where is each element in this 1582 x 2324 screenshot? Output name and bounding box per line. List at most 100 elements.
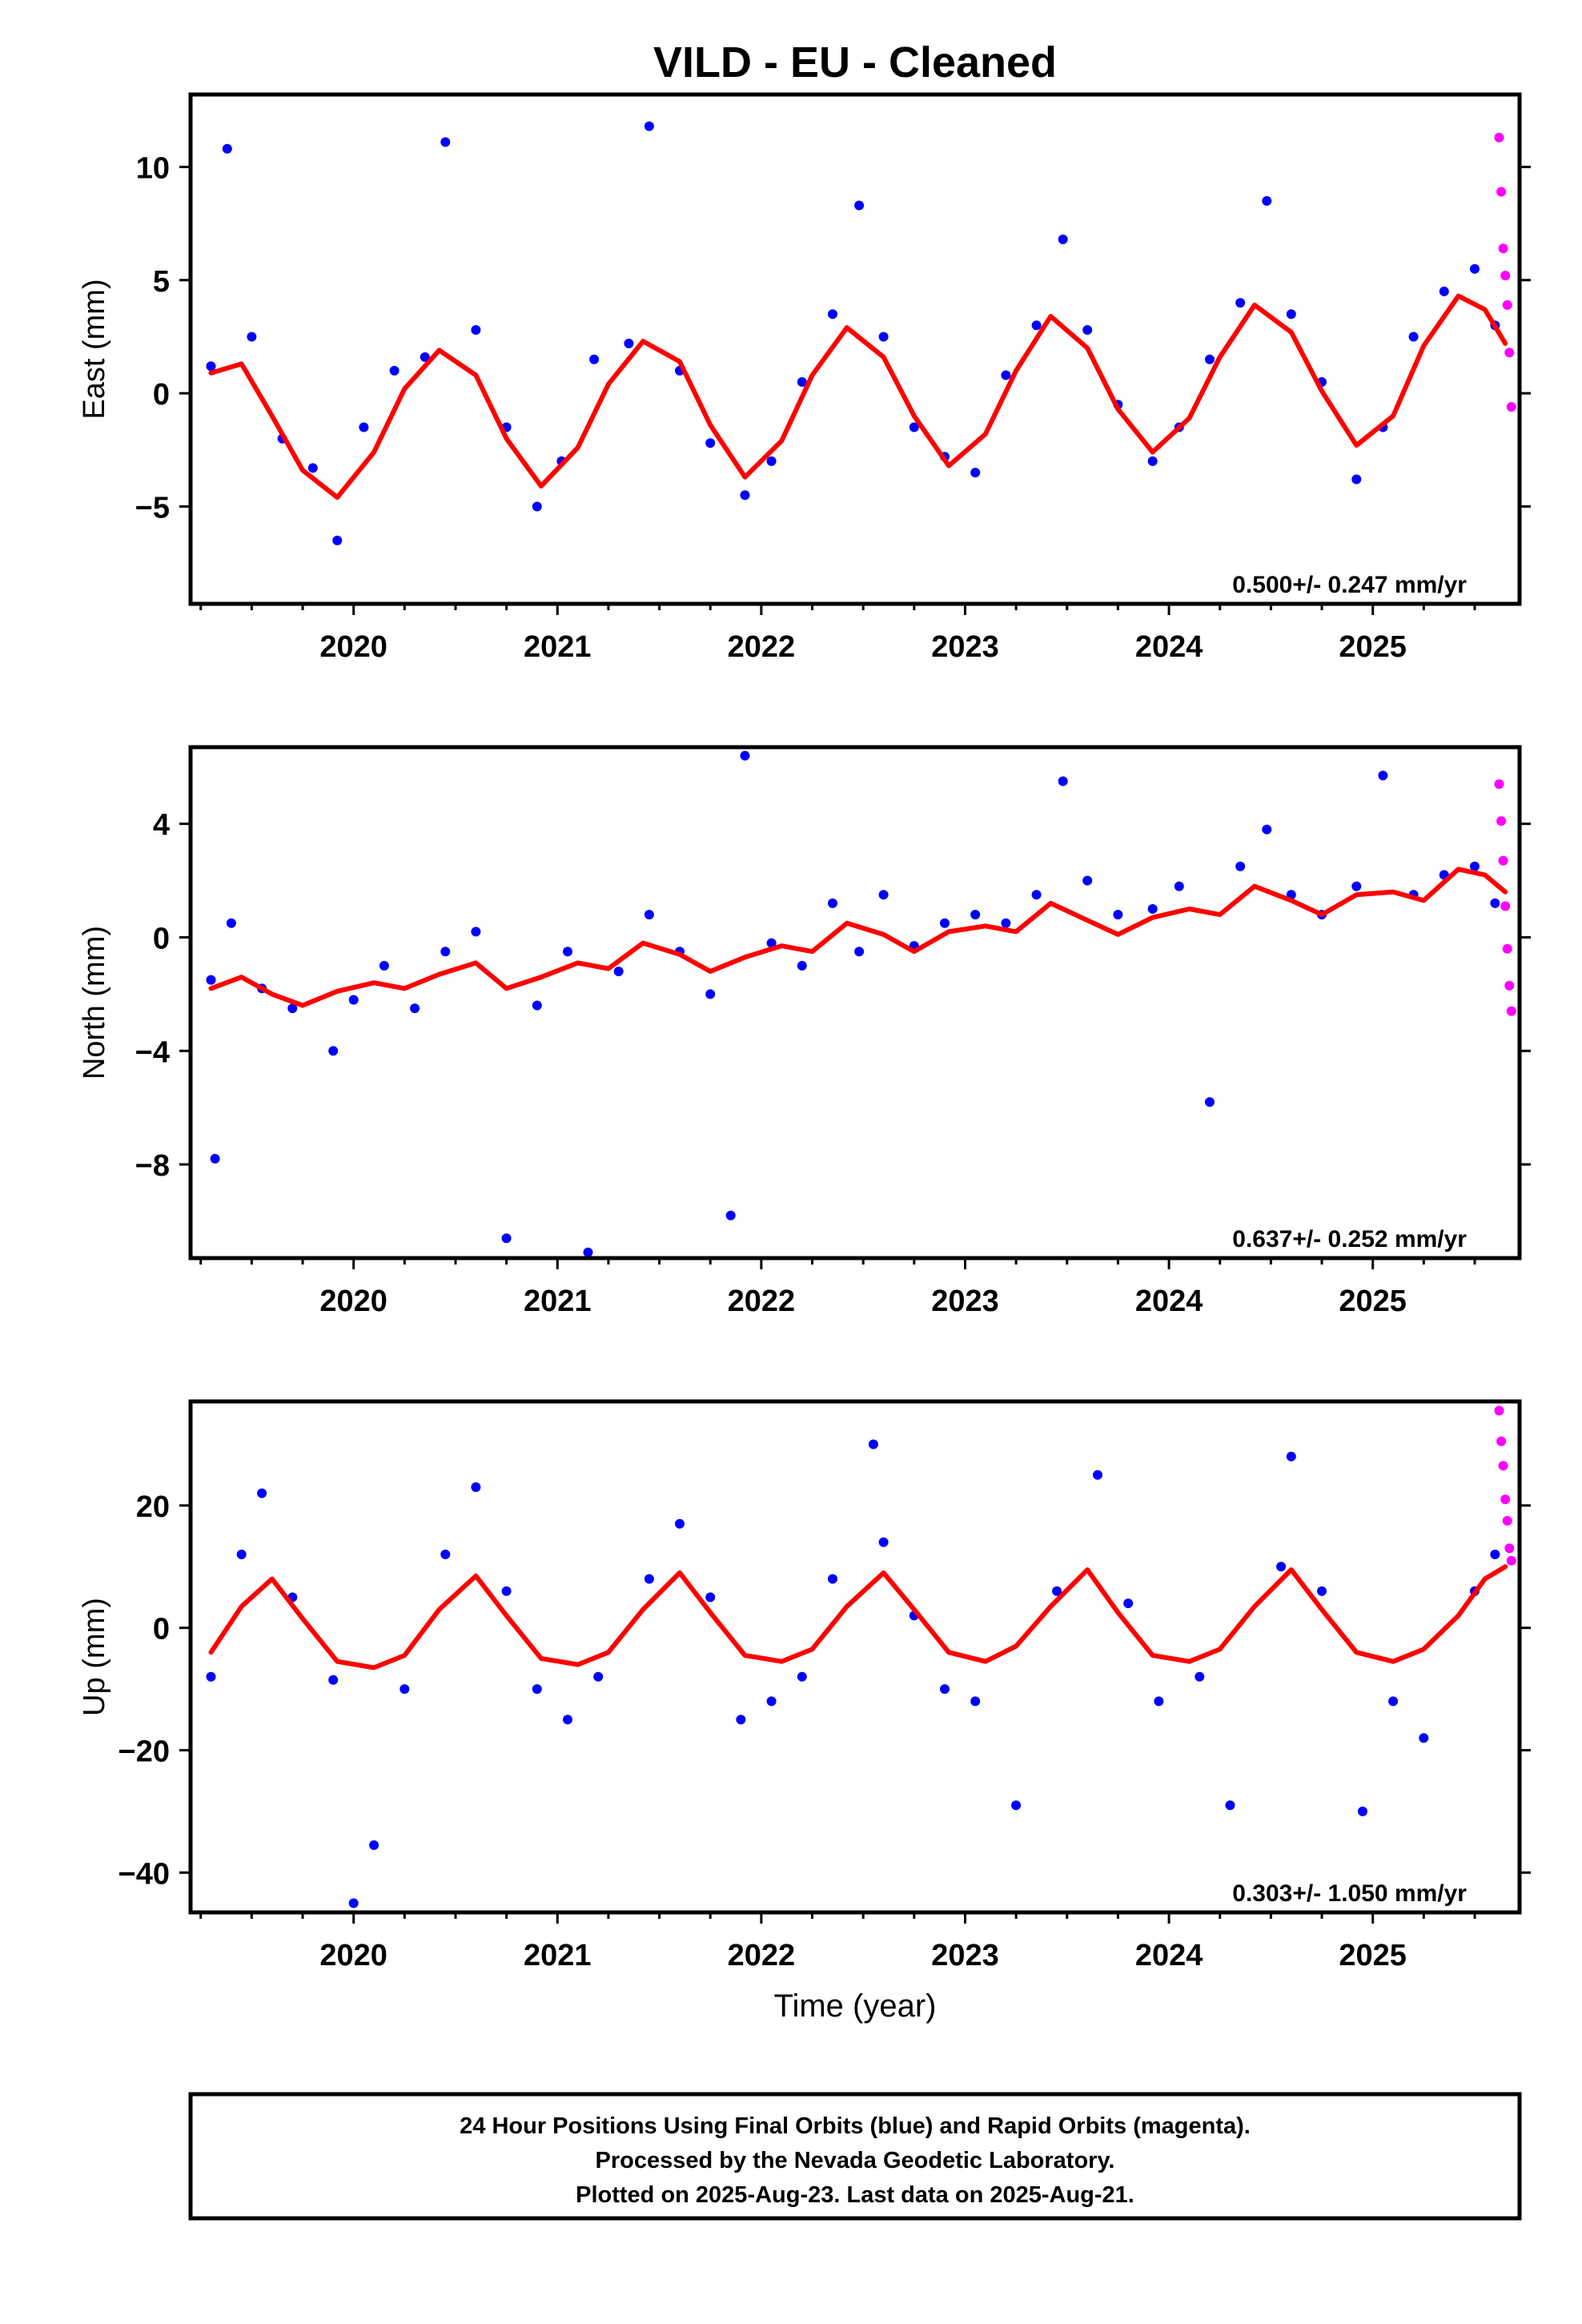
up-rapid-orbit-point xyxy=(1506,1555,1516,1566)
north-model-fit-line xyxy=(208,866,1508,1008)
east-rate-label: 0.500+/- 0.247 mm/yr xyxy=(1232,572,1467,598)
up-final-orbit-point xyxy=(257,1488,267,1498)
footer-frame xyxy=(188,2092,1522,2221)
up-final-orbit-point xyxy=(1123,1598,1134,1609)
east-x-tick-label: 2021 xyxy=(524,630,592,664)
north-x-tick-label: 2023 xyxy=(931,1285,999,1318)
east-final-orbit-point xyxy=(332,535,343,545)
up-final-orbit-point xyxy=(348,1898,359,1908)
up-final-orbit-point xyxy=(501,1586,512,1596)
east-final-orbit-point xyxy=(1262,195,1272,206)
north-final-orbit-point xyxy=(501,1233,512,1244)
up-rapid-orbit-point xyxy=(1494,1405,1504,1416)
east-final-orbit-point xyxy=(222,143,232,154)
north-final-orbit-point xyxy=(1058,776,1068,786)
up-final-orbit-point xyxy=(1317,1586,1327,1596)
east-rapid-orbit-point xyxy=(1494,132,1504,143)
east-final-orbit-point xyxy=(440,137,451,147)
north-x-tick-label: 2020 xyxy=(319,1285,387,1318)
north-final-orbit-point xyxy=(583,1247,593,1257)
east-final-orbit-point xyxy=(307,463,318,473)
north-rapid-orbit-point xyxy=(1506,1006,1516,1016)
east-final-orbit-point xyxy=(797,377,807,387)
up-final-orbit-point xyxy=(1195,1671,1205,1682)
east-final-orbit-point xyxy=(828,309,837,320)
north-panel: −8 −4 0 4 2020 2021 2022 2023 2024 2025 North (mm)… xyxy=(78,745,1531,1318)
up-rapid-orbit-point xyxy=(1504,1543,1515,1554)
up-x-tick-label: 2021 xyxy=(524,1939,592,1972)
north-x-tick-label: 2025 xyxy=(1339,1285,1407,1318)
east-x-tick-label: 2020 xyxy=(319,630,387,664)
up-final-orbit-point xyxy=(675,1518,685,1529)
east-frame xyxy=(188,92,1522,606)
up-final-orbit-point xyxy=(236,1550,247,1559)
east-final-orbit-point xyxy=(854,200,865,211)
up-final-orbit-point xyxy=(471,1482,481,1492)
east-final-orbit-point xyxy=(359,422,369,432)
north-final-orbit-point xyxy=(210,1153,220,1164)
north-rapid-orbit-point xyxy=(1500,901,1511,911)
east-final-orbit-point xyxy=(1439,286,1449,296)
up-final-orbit-point xyxy=(828,1574,837,1584)
up-final-orbit-point xyxy=(644,1574,654,1584)
east-final-orbit-point xyxy=(970,468,981,478)
up-final-orbit-point xyxy=(1419,1733,1429,1743)
up-rapid-orbit-point xyxy=(1498,1461,1508,1471)
footer-line-2: Processed by the Nevada Geodetic Laborat… xyxy=(596,2148,1115,2173)
east-x-tick-label: 2022 xyxy=(728,630,796,664)
east-plot-area xyxy=(206,121,1516,545)
north-final-orbit-point xyxy=(878,890,889,900)
east-y-tick-label: 10 xyxy=(136,151,170,185)
east-final-orbit-point xyxy=(1031,320,1042,331)
up-final-orbit-point xyxy=(1154,1696,1164,1707)
up-rapid-orbit-point xyxy=(1500,1494,1511,1505)
east-final-orbit-point xyxy=(909,422,919,432)
up-frame xyxy=(188,1399,1522,1915)
north-final-orbit-point xyxy=(440,947,451,957)
up-final-orbit-point xyxy=(1011,1800,1022,1811)
up-final-orbit-point xyxy=(206,1671,216,1682)
up-final-orbit-point xyxy=(400,1684,410,1695)
north-final-orbit-point xyxy=(725,1210,736,1220)
up-rapid-orbit-point xyxy=(1502,1516,1512,1526)
north-final-orbit-point xyxy=(379,960,389,971)
up-final-orbit-point xyxy=(970,1696,981,1707)
north-final-orbit-point xyxy=(1082,875,1093,886)
up-x-tick-label: 2020 xyxy=(319,1939,387,1972)
north-final-orbit-point xyxy=(1031,890,1042,900)
up-final-orbit-point xyxy=(1358,1806,1367,1816)
up-final-orbit-point xyxy=(1490,1550,1500,1559)
east-final-orbit-point xyxy=(1205,354,1215,364)
up-final-orbit-point xyxy=(1225,1800,1235,1811)
footer-line-1: 24 Hour Positions Using Final Orbits (bl… xyxy=(460,2113,1251,2139)
east-final-orbit-point xyxy=(589,354,600,364)
north-final-orbit-point xyxy=(644,910,654,920)
east-final-orbit-point xyxy=(644,121,654,131)
north-rapid-orbit-point xyxy=(1498,855,1508,866)
up-y-tick-label: 20 xyxy=(136,1490,170,1524)
north-final-orbit-point xyxy=(471,927,481,937)
x-axis-label: Time (year) xyxy=(774,1988,937,2024)
north-final-orbit-point xyxy=(1205,1097,1215,1108)
north-final-orbit-point xyxy=(797,960,807,971)
up-x-tick-label: 2024 xyxy=(1135,1939,1203,1972)
north-final-orbit-point xyxy=(740,750,750,761)
north-rapid-orbit-point xyxy=(1502,943,1512,954)
east-rapid-orbit-point xyxy=(1496,187,1507,197)
north-final-orbit-point xyxy=(226,918,236,928)
north-final-orbit-point xyxy=(705,989,716,999)
up-y-tick-label: −40 xyxy=(118,1857,170,1891)
north-final-orbit-point xyxy=(1113,910,1123,920)
up-final-orbit-point xyxy=(736,1715,746,1725)
east-final-orbit-point xyxy=(1470,263,1480,274)
north-final-orbit-point xyxy=(1351,881,1362,891)
east-final-orbit-point xyxy=(740,490,750,501)
east-x-tick-label: 2023 xyxy=(931,630,999,664)
up-final-orbit-point xyxy=(440,1550,451,1559)
north-final-orbit-point xyxy=(1147,904,1158,914)
north-final-orbit-point xyxy=(532,1000,542,1011)
north-final-orbit-point xyxy=(1174,881,1184,891)
north-frame xyxy=(188,745,1522,1261)
north-rapid-orbit-point xyxy=(1504,980,1515,991)
